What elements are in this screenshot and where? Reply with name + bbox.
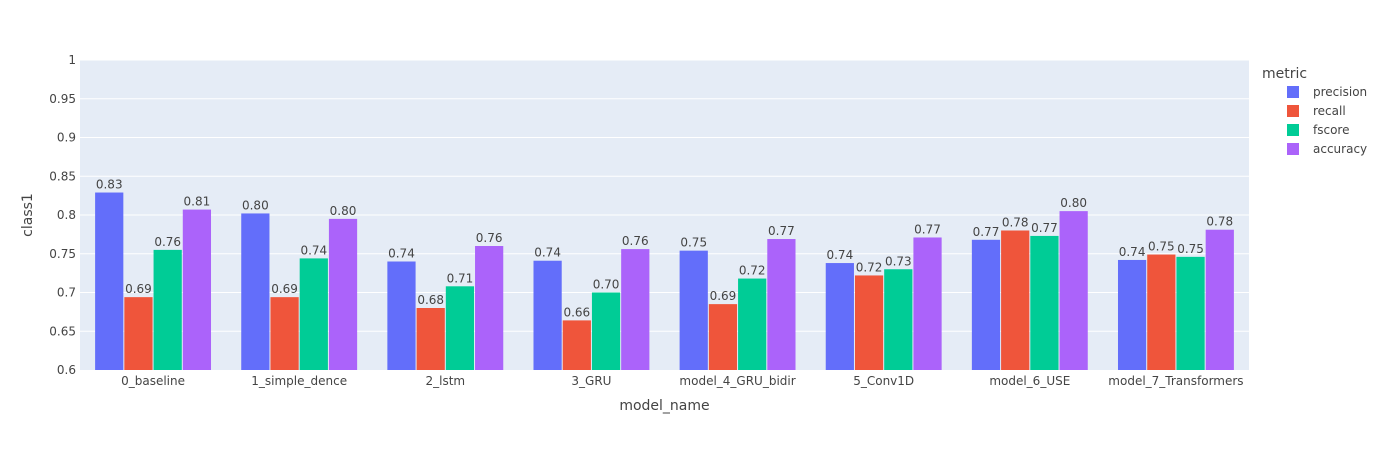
bar-label: 0.74: [1119, 245, 1146, 259]
bar-label: 0.81: [184, 195, 211, 209]
bar-accuracy: [767, 239, 796, 370]
y-tick-label: 0.95: [49, 92, 76, 106]
bar-label: 0.66: [563, 305, 590, 319]
y-tick-label: 0.7: [57, 286, 76, 300]
bar-recall: [124, 297, 153, 370]
bar-label: 0.74: [300, 243, 327, 257]
bar-fscore: [1030, 235, 1059, 370]
bar-label: 0.78: [1206, 215, 1233, 229]
bar-label: 0.72: [856, 260, 883, 274]
bar-fscore: [445, 286, 475, 370]
bar-label: 0.76: [622, 234, 649, 248]
bar-label: 0.80: [242, 198, 269, 212]
bar-label: 0.76: [154, 235, 181, 249]
bar-label: 0.70: [593, 278, 620, 292]
y-tick-label: 0.9: [57, 131, 76, 145]
bar-fscore: [884, 269, 913, 370]
bar-precision: [533, 260, 562, 370]
bar-recall: [854, 275, 884, 370]
bar-label: 0.68: [417, 293, 444, 307]
bar-accuracy: [913, 237, 942, 370]
y-tick-label: 0.8: [57, 208, 76, 222]
bar-label: 0.75: [680, 236, 707, 250]
legend-swatch-recall: [1287, 105, 1299, 117]
bar-recall: [270, 297, 299, 370]
legend-swatch-precision: [1287, 86, 1299, 98]
legend-swatch-fscore: [1287, 124, 1299, 136]
legend-item-precision: precision: [1313, 85, 1367, 99]
bar-precision: [825, 263, 854, 370]
bar-label: 0.80: [1060, 196, 1087, 210]
x-axis-title: model_name: [619, 398, 709, 414]
y-axis-ticks: 0.6 0.65 0.7 0.75 0.8 0.85 0.9 0.95 1: [49, 53, 76, 377]
x-tick-label: model_7_Transformers: [1108, 374, 1243, 388]
bar-recall: [1147, 254, 1176, 370]
y-tick-label: 0.85: [49, 169, 76, 183]
y-tick-label: 1: [68, 53, 76, 67]
bar-label: 0.74: [534, 246, 561, 260]
bar-label: 0.75: [1177, 242, 1204, 256]
bar-label: 0.73: [885, 254, 912, 268]
bar-precision: [95, 192, 124, 370]
bar-fscore: [153, 249, 182, 370]
bar-label: 0.72: [739, 264, 766, 278]
bar-precision: [971, 239, 1001, 370]
legend-item-recall: recall: [1313, 104, 1346, 118]
x-tick-label: 0_baseline: [121, 374, 185, 388]
bar-label: 0.77: [914, 222, 941, 236]
bar-accuracy: [621, 249, 650, 370]
bar-recall: [1001, 230, 1030, 370]
bar-precision: [387, 261, 416, 370]
bar-label: 0.83: [96, 178, 123, 192]
x-tick-label: 2_lstm: [426, 374, 466, 388]
bar-label: 0.69: [125, 282, 152, 296]
y-tick-label: 0.6: [57, 363, 76, 377]
x-tick-label: 3_GRU: [571, 374, 611, 388]
bar-precision: [679, 250, 708, 370]
legend-title: metric: [1262, 66, 1307, 82]
bar-label: 0.78: [1002, 216, 1029, 230]
bar-accuracy: [328, 218, 358, 370]
bar-label: 0.80: [330, 204, 357, 218]
bar-label: 0.74: [388, 247, 415, 261]
x-tick-label: 5_Conv1D: [853, 374, 914, 388]
bar-fscore: [738, 278, 767, 370]
x-axis-ticks: 0_baseline 1_simple_dence 2_lstm 3_GRU model…: [121, 374, 1243, 388]
bar-accuracy: [1059, 211, 1088, 370]
bar-label: 0.77: [1031, 221, 1058, 235]
bar-label: 0.71: [447, 271, 474, 285]
bar-accuracy: [182, 209, 212, 370]
bar-fscore: [1176, 256, 1205, 370]
bar-label: 0.69: [271, 282, 298, 296]
y-axis-title: class1: [20, 193, 36, 237]
x-tick-label: model_6_USE: [989, 374, 1070, 388]
bar-label: 0.77: [768, 224, 795, 238]
bar-label: 0.69: [710, 289, 737, 303]
y-tick-label: 0.65: [49, 324, 76, 338]
bar-labels: 0.83 0.69 0.76 0.81 0.80 0.69 0.74 0.80 0.74 0.68…: [96, 178, 1233, 320]
bar-precision: [1117, 259, 1147, 370]
bar-label: 0.75: [1148, 240, 1175, 254]
legend[interactable]: metric precision recall fscore accuracy: [1262, 66, 1367, 156]
bar-label: 0.77: [973, 225, 1000, 239]
legend-item-accuracy: accuracy: [1313, 142, 1367, 156]
legend-swatch-accuracy: [1287, 143, 1299, 155]
bar-label: 0.74: [826, 248, 853, 262]
x-tick-label: 1_simple_dence: [251, 374, 347, 388]
y-tick-label: 0.75: [49, 247, 76, 261]
bar-fscore: [591, 292, 621, 370]
bars: [95, 192, 1234, 370]
bar-accuracy: [475, 246, 504, 370]
bar-recall: [562, 320, 591, 370]
bar-recall: [416, 308, 445, 370]
legend-item-fscore: fscore: [1313, 123, 1349, 137]
bar-recall: [708, 304, 738, 370]
bar-label: 0.76: [476, 231, 503, 245]
bar-accuracy: [1205, 229, 1234, 370]
bar-fscore: [299, 258, 328, 370]
x-tick-label: model_4_GRU_bidir: [679, 374, 795, 388]
bar-precision: [241, 213, 270, 370]
